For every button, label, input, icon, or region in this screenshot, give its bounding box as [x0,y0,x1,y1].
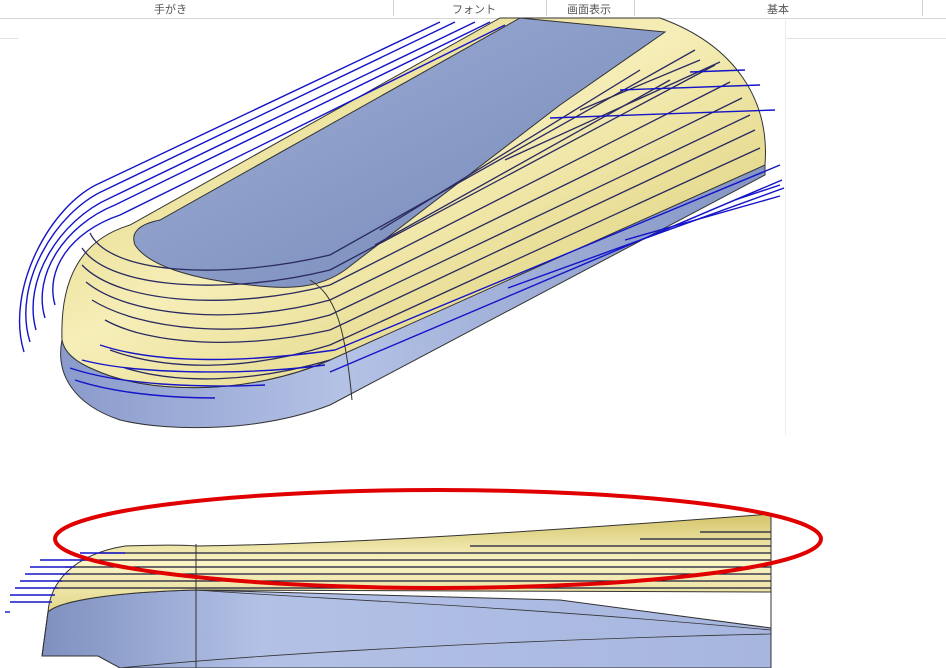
ribbon-group-handwriting[interactable]: 手がき [154,3,187,16]
ribbon-separator [922,0,923,16]
ribbon-separator [393,0,394,16]
divider [0,38,18,39]
viewport-edge [785,20,786,435]
ribbon-bar: 手がき フォント 画面表示 基本 [0,0,946,19]
highlight-ellipse [53,488,823,590]
ribbon-separator [546,0,547,16]
base-edge [195,589,772,631]
toolpath-lines [5,552,125,613]
ribbon-group-view[interactable]: 画面表示 [567,3,611,16]
lower-part-model[interactable] [5,488,823,668]
ribbon-group-basic[interactable]: 基本 [767,3,789,16]
contour-lines [81,49,761,380]
seam-edge [309,279,353,401]
upper-part-model[interactable] [18,17,785,429]
ribbon-separator [634,0,635,16]
top-face-surface[interactable] [133,17,667,288]
base-edge [119,633,772,668]
base-surface[interactable] [41,589,772,668]
base-edge [41,611,49,657]
toolpath-curves [18,21,785,399]
ribbon-group-font[interactable]: フォント [452,3,496,16]
divider [786,38,946,39]
